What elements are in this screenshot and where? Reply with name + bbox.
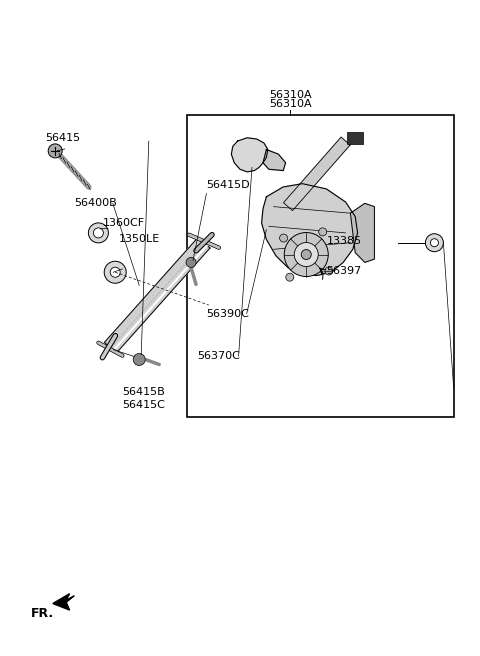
Circle shape <box>284 232 328 277</box>
Text: FR.: FR. <box>31 607 54 620</box>
Polygon shape <box>231 138 268 172</box>
Circle shape <box>279 234 288 242</box>
Text: 13385: 13385 <box>327 236 362 247</box>
Circle shape <box>286 273 294 281</box>
Circle shape <box>294 243 318 266</box>
Text: 56370C: 56370C <box>197 351 240 361</box>
Polygon shape <box>262 184 358 276</box>
Text: 1350LE: 1350LE <box>119 234 160 245</box>
Bar <box>187 115 454 417</box>
Text: 1360CF: 1360CF <box>103 218 145 228</box>
Text: 56397: 56397 <box>326 266 361 276</box>
Circle shape <box>425 234 444 252</box>
Polygon shape <box>105 237 210 353</box>
Text: 56415D: 56415D <box>206 180 250 190</box>
Circle shape <box>301 249 311 260</box>
Polygon shape <box>53 594 74 610</box>
Circle shape <box>186 257 196 268</box>
Text: 56310A: 56310A <box>269 98 312 109</box>
Circle shape <box>104 261 126 283</box>
Text: 56400B: 56400B <box>74 198 117 209</box>
Circle shape <box>319 228 327 236</box>
Circle shape <box>110 267 120 277</box>
Polygon shape <box>350 203 374 262</box>
Circle shape <box>48 144 62 158</box>
Text: 56390C: 56390C <box>206 308 249 319</box>
Text: 56415B: 56415B <box>122 387 166 397</box>
Circle shape <box>431 239 438 247</box>
Circle shape <box>133 354 145 365</box>
Bar <box>347 132 363 144</box>
Polygon shape <box>263 150 286 171</box>
Text: 56415C: 56415C <box>122 400 166 410</box>
Circle shape <box>88 223 108 243</box>
Circle shape <box>325 267 333 275</box>
Polygon shape <box>284 137 350 211</box>
Circle shape <box>94 228 103 238</box>
Text: 56310A: 56310A <box>269 90 312 100</box>
Text: 56415: 56415 <box>46 133 81 143</box>
